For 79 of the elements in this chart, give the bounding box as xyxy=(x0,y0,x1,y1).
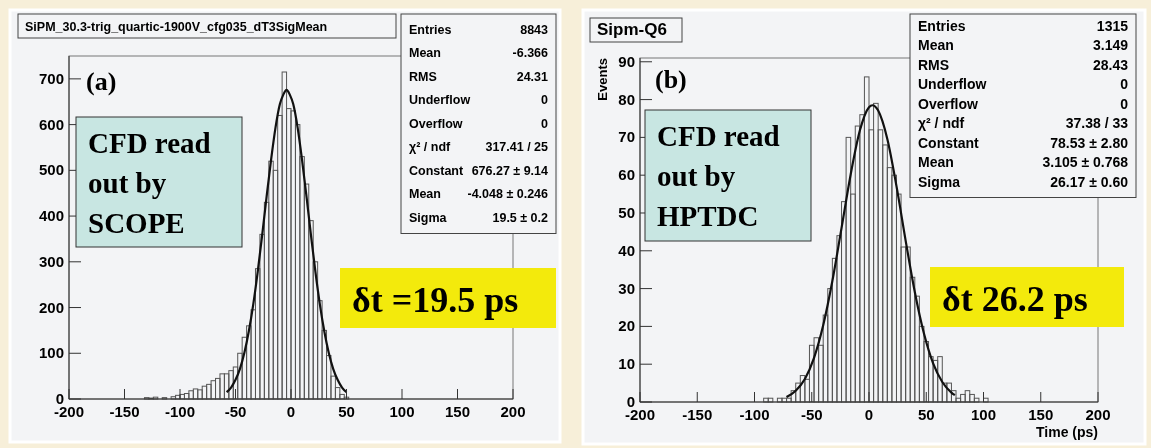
text: 24.31 xyxy=(516,69,549,84)
annotation: Constant xyxy=(918,134,979,151)
x-tick-label: 150 xyxy=(1028,406,1054,423)
x-tick-label: 100 xyxy=(389,403,415,420)
annotation: 26.17 ± 0.60 xyxy=(1050,173,1129,190)
y-tick-label: 600 xyxy=(38,115,64,133)
annotation: (a) xyxy=(86,67,117,96)
annotation: (b) xyxy=(655,65,687,94)
text: 0 xyxy=(541,93,549,108)
x-axis-title: Time (ps) xyxy=(1036,424,1098,440)
text: 3.149 xyxy=(1092,37,1129,54)
annotation: δt =19.5 ps xyxy=(352,280,519,320)
chart-title: Sipm-Q6 xyxy=(597,20,667,39)
annotation: Overflow xyxy=(918,95,979,112)
x-tick-label: 50 xyxy=(917,406,935,423)
annotation: -6.366 xyxy=(512,46,549,61)
annotation: CFD read out by HPTDC xyxy=(657,120,780,232)
text: 0 xyxy=(1120,76,1129,93)
text: 0 xyxy=(541,116,549,131)
annotation: χ² / ndf xyxy=(409,140,452,155)
chart-title: SiPM_30.3-trig_quartic-1900V_cfg035_dT3SigMean xyxy=(25,20,328,34)
annotation: RMS xyxy=(918,56,950,73)
annotation: 37.38 / 33 xyxy=(1065,115,1129,132)
x-tick-label: -50 xyxy=(224,403,247,420)
annotation: Sigma xyxy=(918,173,961,190)
annotation: 19.5 ± 0.2 xyxy=(492,210,549,225)
annotation: δt 26.2 ps xyxy=(942,279,1088,319)
x-tick-label: 50 xyxy=(338,403,355,420)
y-tick-label: 700 xyxy=(38,69,64,87)
annotation: Mean xyxy=(409,187,441,202)
y-tick-label: 90 xyxy=(618,52,635,70)
x-tick-label: -150 xyxy=(682,406,713,423)
y-axis-title: Events xyxy=(595,58,610,101)
x-tick-label: 0 xyxy=(864,406,874,423)
annotation: 676.27 ± 9.14 xyxy=(471,163,549,178)
y-tick-label: 20 xyxy=(618,317,635,335)
annotation: χ² / ndf xyxy=(918,115,965,132)
y-tick-label: 10 xyxy=(618,355,635,373)
x-tick-label: 150 xyxy=(444,403,471,420)
annotation: 317.41 / 25 xyxy=(485,140,549,155)
y-tick-label: 80 xyxy=(618,90,635,108)
text: Mean xyxy=(918,37,954,54)
y-tick-label: 50 xyxy=(618,203,635,221)
annotation: Underflow xyxy=(918,76,987,93)
text: Entries xyxy=(918,17,966,34)
x-tick-label: -150 xyxy=(109,403,140,420)
x-tick-label: -100 xyxy=(739,406,770,423)
y-tick-label: 400 xyxy=(38,207,64,225)
annotation: Overflow xyxy=(409,116,463,131)
annotation: Sigma xyxy=(409,210,448,225)
annotation: RMS xyxy=(409,69,437,84)
y-tick-label: 500 xyxy=(38,161,64,179)
y-tick-label: 60 xyxy=(618,166,635,184)
text: 8843 xyxy=(520,22,549,37)
y-tick-label: 200 xyxy=(38,298,64,316)
y-tick-label: 300 xyxy=(38,252,64,270)
x-tick-label: 200 xyxy=(500,403,526,420)
y-tick-label: 70 xyxy=(618,128,635,146)
annotation: 78.53 ± 2.80 xyxy=(1050,134,1129,151)
y-tick-label: 40 xyxy=(618,241,635,259)
text: Entries xyxy=(409,22,452,37)
x-tick-label: 100 xyxy=(970,406,997,423)
text: 1315 xyxy=(1096,17,1129,34)
annotation: Underflow xyxy=(409,93,471,108)
y-tick-label: 100 xyxy=(38,344,64,362)
annotation: -4.048 ± 0.246 xyxy=(467,187,549,202)
annotation: Mean xyxy=(409,46,441,61)
x-tick-label: 0 xyxy=(286,403,296,420)
annotation: Constant xyxy=(409,163,464,178)
annotation: 3.105 ± 0.768 xyxy=(1042,154,1129,171)
x-tick-label: 200 xyxy=(1085,406,1111,423)
x-tick-label: -50 xyxy=(800,406,823,423)
x-tick-label: -200 xyxy=(624,406,656,423)
text: 0 xyxy=(1120,95,1129,112)
annotation: Mean xyxy=(918,154,954,171)
x-tick-label: -100 xyxy=(164,403,196,420)
annotation: 28.43 xyxy=(1092,56,1129,73)
annotation: CFD read out by SCOPE xyxy=(88,127,211,239)
y-tick-label: 30 xyxy=(618,279,635,297)
